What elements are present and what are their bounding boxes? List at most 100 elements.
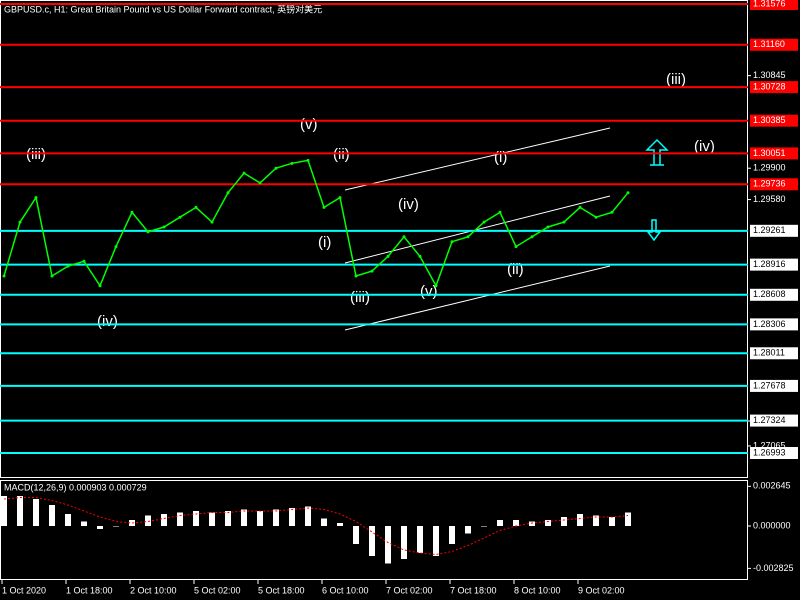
macd-bar [369, 526, 375, 556]
level-label: 1.28608 [753, 289, 786, 299]
channel-line [344, 265, 611, 331]
level-tag [750, 288, 798, 301]
macd-bar [257, 511, 263, 526]
macd-y-tick-label: 0.000000 [753, 520, 791, 530]
level-tag [750, 347, 798, 360]
y-tick-label: 1.30845 [753, 70, 786, 80]
price-point [354, 274, 358, 278]
price-point [98, 284, 102, 288]
wave-label: (iii) [26, 146, 46, 163]
price-point [226, 191, 230, 195]
price-point [34, 196, 38, 200]
main-frame [0, 0, 748, 478]
price-point [370, 269, 374, 273]
macd-signal [3, 497, 629, 556]
level-tag [750, 447, 798, 460]
macd-bar [353, 526, 359, 544]
price-point [482, 220, 486, 224]
price-point [386, 254, 390, 258]
price-point [274, 166, 278, 170]
wave-label: (v) [300, 116, 318, 133]
x-tick-label: 8 Oct 10:00 [514, 585, 561, 595]
macd-label: MACD(12,26,9) 0.000903 0.000729 [4, 482, 147, 492]
level-label: 1.28011 [753, 348, 785, 358]
price-point [434, 284, 438, 288]
level-tag [750, 38, 798, 51]
wave-label: (iii) [350, 289, 370, 306]
channel-line [344, 195, 611, 264]
price-point [146, 230, 150, 234]
macd-bar [433, 526, 439, 556]
macd-bar [529, 521, 535, 526]
price-point [466, 235, 470, 239]
wave-label: (iv) [694, 138, 715, 155]
x-tick-label: 2 Oct 10:00 [130, 585, 177, 595]
y-tick-label: 1.27065 [753, 440, 786, 450]
macd-bar [145, 515, 151, 526]
wave-labels: (iii) (iv) (v) (ii) (i) (iii) (iv) (v) (… [26, 71, 715, 330]
price-point [418, 254, 422, 258]
level-label: 1.31576 [753, 0, 786, 8]
level-tag [750, 147, 798, 160]
price-point [114, 245, 118, 249]
macd-y-tick-label: 0.002645 [753, 481, 791, 491]
wave-label: (iii) [666, 71, 686, 88]
price-point [546, 225, 550, 229]
level-label: 1.28306 [753, 319, 786, 329]
macd-bar [49, 505, 55, 526]
price-point [178, 215, 182, 219]
macd-bar [33, 499, 39, 526]
price-point [578, 205, 582, 209]
level-tag [750, 379, 798, 392]
macd-bar [65, 514, 71, 526]
price-point [626, 191, 630, 195]
macd-bar [609, 517, 615, 526]
price-point [130, 210, 134, 214]
price-point [194, 205, 198, 209]
price-point [562, 220, 566, 224]
price-point [402, 235, 406, 239]
x-tick-label: 1 Oct 18:00 [66, 585, 113, 595]
price-point [338, 196, 342, 200]
macd-bar [273, 509, 279, 526]
price-point [290, 161, 294, 165]
macd-bar [401, 526, 407, 559]
level-tag [750, 258, 798, 271]
x-tick-label: 5 Oct 18:00 [258, 585, 305, 595]
price-point [322, 205, 326, 209]
y-tick-label: 1.29900 [753, 163, 786, 173]
macd-bar [449, 526, 455, 544]
level-tag [750, 224, 798, 237]
level-label: 1.26993 [753, 447, 786, 457]
macd-bar [465, 526, 471, 534]
macd-bar [209, 512, 215, 526]
macd-bar [193, 511, 199, 526]
level-tag [750, 414, 798, 427]
macd-bar [1, 496, 7, 526]
x-tick-label: 7 Oct 18:00 [450, 585, 497, 595]
macd-bar [481, 526, 487, 527]
wave-label: (iv) [398, 196, 419, 213]
level-label: 1.28916 [753, 259, 786, 269]
macd-bar [241, 509, 247, 526]
wave-label: (ii) [507, 261, 524, 278]
macd-bar [513, 520, 519, 526]
level-tag [750, 178, 798, 191]
macd-frame [0, 480, 748, 580]
sell-arrow [646, 219, 662, 242]
price-point [594, 215, 598, 219]
wave-label: (i) [494, 149, 507, 166]
macd-y-tick-label: -0.002825 [753, 563, 794, 573]
level-tag [750, 81, 798, 94]
level-label: 1.30051 [753, 148, 786, 158]
x-tick-label: 6 Oct 10:00 [322, 585, 369, 595]
macd-bar [161, 514, 167, 526]
wave-label: (i) [318, 234, 331, 251]
level-label: 1.27324 [753, 415, 786, 425]
level-label: 1.31160 [753, 39, 785, 49]
wave-label: (iv) [97, 313, 118, 330]
x-tick-label: 5 Oct 02:00 [194, 585, 241, 595]
macd-bar [129, 520, 135, 526]
